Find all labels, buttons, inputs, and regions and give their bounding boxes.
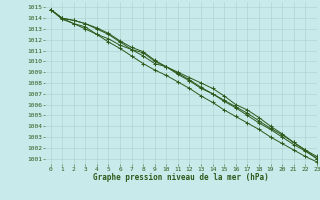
X-axis label: Graphe pression niveau de la mer (hPa): Graphe pression niveau de la mer (hPa) [93,173,269,182]
